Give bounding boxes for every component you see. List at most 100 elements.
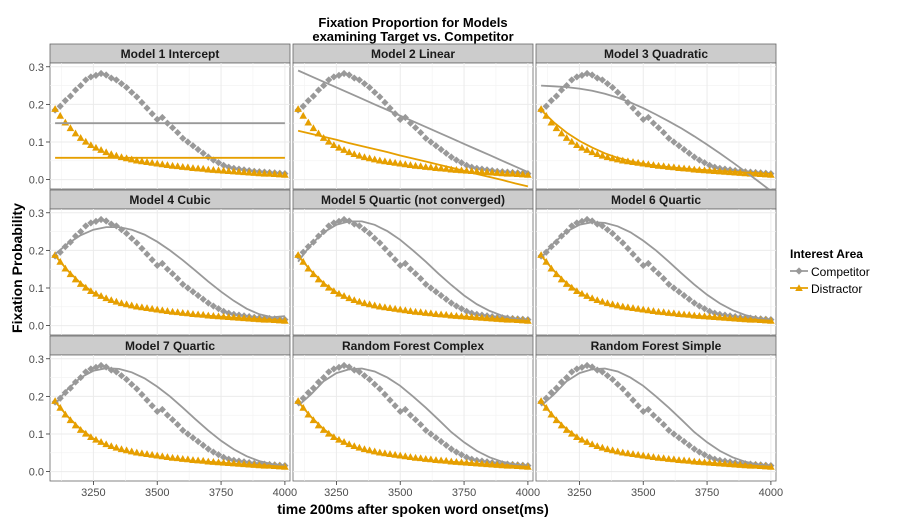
x-tick-label: 3750 [209, 487, 233, 499]
distractor-point [598, 151, 607, 159]
competitor-point [583, 215, 591, 224]
y-tick-label: 0.1 [29, 283, 44, 295]
competitor-point [360, 372, 369, 380]
distractor-point [537, 397, 545, 404]
competitor-point [675, 142, 683, 150]
competitor-point [660, 274, 668, 283]
competitor-point [614, 88, 622, 96]
competitor-point [552, 238, 561, 246]
distractor-point [204, 165, 213, 173]
competitor-point [148, 402, 156, 410]
competitor-point [437, 437, 445, 446]
competitor-point [427, 138, 435, 146]
distractor-point [478, 167, 486, 175]
competitor-fit-line [297, 69, 529, 173]
competitor-point [432, 434, 440, 442]
competitor-point [432, 142, 440, 150]
x-axis-ticks: 3250 3500 3750 4000 3250 3500 3750 4000 3250 3500… [81, 481, 783, 499]
competitor-point [179, 280, 187, 288]
y-tick-label: 0.2 [29, 391, 44, 403]
distractor-point [498, 169, 507, 177]
chart-title-line-2: examining Target vs. Competitor [312, 29, 513, 44]
competitor-point [614, 234, 622, 242]
competitor-point [87, 219, 95, 227]
distractor-point [87, 141, 95, 149]
strip-label: Model 2 Linear [371, 47, 455, 61]
competitor-point [700, 159, 709, 167]
facet-panel: Model 1 Intercept [49, 43, 291, 190]
distractor-point [178, 163, 187, 170]
competitor-point [355, 368, 363, 376]
competitor-point [97, 69, 105, 78]
competitor-point [330, 73, 338, 81]
competitor-point [629, 104, 637, 112]
competitor-point [406, 265, 415, 273]
competitor-point [457, 451, 466, 459]
competitor-point [133, 93, 141, 101]
competitor-point [350, 74, 358, 82]
competitor-point [309, 92, 318, 100]
distractor-point [503, 169, 512, 177]
competitor-point [371, 88, 379, 96]
y-axis-title: Fixation Probability [9, 203, 25, 333]
distractor-point [189, 164, 197, 171]
distractor-point [562, 134, 571, 141]
x-tick-label: 3500 [631, 487, 655, 499]
competitor-point [97, 361, 105, 370]
competitor-fit-line [540, 367, 771, 467]
competitor-point [608, 83, 617, 92]
competitor-point [87, 73, 95, 81]
competitor-point [214, 159, 223, 167]
competitor-point [365, 83, 374, 92]
competitor-point [603, 226, 612, 234]
competitor-point [700, 451, 709, 459]
competitor-point [340, 215, 348, 224]
competitor-point [624, 390, 632, 399]
y-tick-label: 0.2 [29, 99, 44, 111]
competitor-point [179, 426, 187, 434]
facet-panel: Model 4 Cubic [49, 189, 291, 336]
x-tick-label: 3250 [567, 487, 591, 499]
strip-label: Model 6 Quartic [611, 193, 701, 207]
competitor-fit-line [297, 220, 528, 321]
competitor-point [77, 227, 85, 236]
competitor-point [102, 71, 110, 79]
distractor-point [153, 159, 162, 167]
competitor-point [112, 76, 120, 84]
competitor-point [608, 375, 617, 384]
competitor-point [381, 390, 389, 399]
competitor-point [97, 215, 105, 224]
distractor-fit-line [540, 401, 771, 468]
facet-panels: Model 1 Intercept Model 2 Linear Model 3 Q… [49, 43, 777, 482]
distractor-point [432, 164, 440, 171]
competitor-point [107, 220, 115, 228]
distractor-point [250, 169, 259, 176]
strip-label: Model 4 Cubic [129, 193, 211, 207]
competitor-point [184, 430, 192, 438]
distractor-point [513, 170, 522, 177]
competitor-point [603, 372, 612, 380]
distractor-point [547, 118, 556, 126]
competitor-point [417, 420, 425, 429]
competitor-point [619, 239, 627, 247]
competitor-fit-line [54, 367, 286, 467]
competitor-point [168, 270, 177, 278]
competitor-point [649, 411, 658, 419]
distractor-point [81, 137, 90, 145]
legend-key-diamond [795, 267, 803, 275]
competitor-point [603, 80, 612, 88]
legend-key-triangle [795, 284, 803, 292]
distractor-point [158, 160, 167, 168]
facet-panel: Model 3 Quadratic [535, 43, 777, 190]
competitor-point [143, 104, 151, 112]
panel-plot-area [50, 355, 290, 481]
competitor-point [411, 124, 420, 132]
y-tick-label: 0.3 [29, 62, 44, 74]
competitor-point [573, 73, 581, 81]
competitor-point [376, 385, 384, 393]
distractor-point [275, 170, 284, 178]
competitor-point [649, 119, 658, 127]
competitor-point [654, 416, 663, 424]
competitor-point [660, 128, 668, 137]
competitor-point [350, 366, 358, 374]
